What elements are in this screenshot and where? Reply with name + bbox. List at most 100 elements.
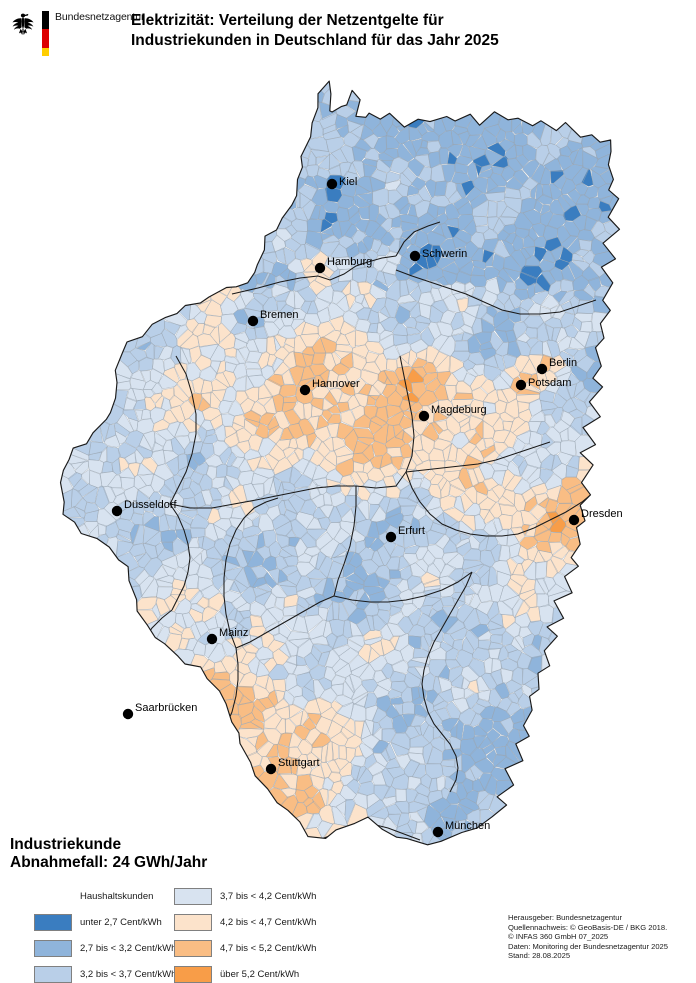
map-district-hairline (469, 747, 487, 764)
map-district-hairline (421, 405, 435, 425)
map-district-cell (516, 430, 531, 444)
map-district-cell (472, 199, 489, 217)
map-district-cell (454, 496, 465, 514)
map-district-hairline (413, 647, 431, 659)
map-district-hairline (97, 523, 107, 536)
map-district-hairline (407, 268, 429, 284)
map-district-cell (354, 720, 365, 739)
map-district-cell (496, 200, 507, 218)
map-district-cell (320, 762, 332, 779)
map-district-hairline (320, 743, 329, 763)
map-district-hairline (165, 455, 179, 477)
map-district-cell (503, 431, 518, 448)
map-district-cell (255, 272, 269, 285)
map-district-cell (506, 528, 519, 546)
map-district-cell (518, 459, 528, 477)
map-district-cell (540, 400, 558, 411)
map-district-cell (372, 614, 387, 631)
map-district-hairline (594, 148, 620, 171)
map-district-hairline (440, 596, 456, 607)
map-district-cell (334, 527, 351, 544)
legend-row-right-0: 3,7 bis < 4,2 Cent/kWh (174, 884, 354, 908)
map-district-cell (393, 424, 404, 437)
map-district-hairline (491, 166, 505, 176)
map-district-hairline (308, 363, 329, 377)
map-district-cell (330, 780, 344, 795)
map-district-cell (201, 391, 212, 406)
map-district-cell (236, 602, 251, 612)
map-district-hairline (330, 780, 344, 795)
page-header: Bundesnetzagentur Elektrizität: Verteilu… (0, 0, 696, 72)
map-district-cell (213, 524, 227, 540)
map-district-cell (526, 467, 541, 484)
map-district-hairline (242, 483, 259, 503)
map-district-cell (303, 402, 313, 420)
map-district-cell (133, 525, 144, 546)
map-district-cell (455, 183, 467, 198)
map-district-cell (353, 461, 365, 472)
map-district-cell (291, 231, 308, 245)
map-district-hairline (444, 371, 459, 387)
map-district-cell (311, 337, 326, 354)
map-district-cell (285, 756, 292, 769)
map-district-cell (380, 317, 399, 332)
map-district-cell (374, 135, 387, 153)
map-district-hairline (374, 564, 391, 581)
map-district-cell (462, 559, 483, 570)
map-district-hairline (530, 482, 548, 496)
map-district-cell (533, 528, 552, 542)
map-district-cell (529, 340, 543, 356)
map-district-cell (155, 579, 173, 587)
map-district-hairline (472, 260, 487, 270)
map-district-cell (402, 140, 417, 159)
city-label: Kiel (339, 176, 357, 188)
map-district-cell (234, 579, 248, 594)
legend-label-right-2: 4,7 bis < 5,2 Cent/kWh (220, 942, 317, 954)
map-district-cell (431, 421, 444, 435)
map-district-hairline (441, 163, 456, 183)
map-district-hairline (526, 131, 542, 149)
map-district-cell (311, 148, 331, 158)
map-district-hairline (330, 491, 347, 507)
map-district-cell (439, 804, 459, 820)
map-district-cell (166, 456, 179, 476)
map-district-cell (491, 658, 503, 673)
map-district-cell (250, 635, 263, 650)
map-district-cell (472, 260, 487, 270)
map-district-cell (283, 396, 298, 403)
map-district-cell (478, 534, 490, 552)
map-district-cell (352, 160, 365, 178)
map-district-hairline (422, 549, 436, 567)
map-district-cell (582, 266, 600, 282)
map-district-cell (582, 250, 595, 265)
map-district-hairline (386, 250, 403, 266)
map-district-cell (581, 168, 594, 187)
map-district-hairline (190, 513, 210, 529)
map-district-hairline (478, 717, 494, 734)
map-district-cell (458, 798, 480, 811)
map-district-cell (478, 168, 494, 178)
city-label: Mainz (219, 627, 248, 639)
map-district-cell (503, 353, 517, 369)
map-district-hairline (454, 229, 472, 245)
map-district-hairline (469, 192, 489, 210)
map-district-cell (337, 194, 354, 209)
map-district-hairline (150, 392, 163, 404)
map-district-cell (560, 312, 576, 329)
map-district-hairline (338, 647, 360, 664)
map-district-cell (204, 315, 222, 328)
map-district-hairline (322, 398, 335, 411)
map-district-cell (549, 517, 567, 533)
map-district-hairline (326, 478, 341, 488)
map-district-cell (230, 322, 247, 335)
map-district-cell (564, 324, 579, 338)
map-district-hairline (233, 332, 250, 345)
map-district-cell (356, 766, 367, 782)
map-district-hairline (338, 745, 348, 760)
map-district-hairline (196, 504, 213, 521)
map-district-cell (493, 754, 507, 768)
map-district-cell (341, 279, 351, 296)
map-district-cell (272, 648, 290, 665)
map-district-cell (476, 675, 490, 692)
map-district-cell (497, 570, 511, 587)
